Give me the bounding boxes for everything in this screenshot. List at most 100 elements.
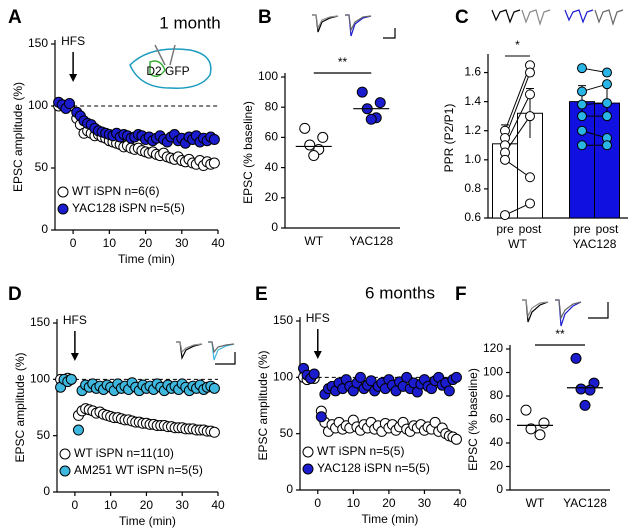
data-point xyxy=(208,157,220,169)
x-tick-label: WT xyxy=(304,234,323,248)
data-point xyxy=(538,417,550,429)
data-point xyxy=(208,382,220,394)
data-point xyxy=(304,139,316,151)
data-point xyxy=(577,63,587,74)
data-point xyxy=(500,154,510,165)
pair-line xyxy=(504,72,531,139)
y-tick-label: 100 xyxy=(30,372,50,386)
x-tick-label: pre xyxy=(573,222,591,236)
x-tick-label: 0 xyxy=(314,496,321,510)
data-point xyxy=(525,67,535,78)
y-tick-label: 1.6 xyxy=(464,65,481,79)
x-axis-label: Time (min) xyxy=(362,512,419,526)
y-tick-label: 60 xyxy=(490,412,504,426)
data-point xyxy=(525,198,535,209)
y-tick-label: 0 xyxy=(271,220,278,234)
arrow-head xyxy=(313,351,322,359)
y-tick-label: 80 xyxy=(265,99,279,113)
panel-letter: A xyxy=(8,7,22,28)
y-tick-label: 100 xyxy=(258,69,278,83)
data-point xyxy=(525,89,535,100)
data-point xyxy=(602,67,612,78)
panel-letter: D xyxy=(8,284,22,305)
panel-letter: C xyxy=(455,7,469,28)
legend-label: AM251 WT iSPN n=5(5) xyxy=(74,463,203,477)
x-axis-label: Time (min) xyxy=(119,514,176,528)
x-axis-label: Time (min) xyxy=(118,252,175,266)
data-point xyxy=(602,79,612,90)
x-tick-label: 40 xyxy=(211,498,225,512)
y-tick-label: 1.2 xyxy=(464,123,481,137)
y-tick-label: 0.6 xyxy=(464,210,481,224)
y-tick-label: 100 xyxy=(483,365,503,379)
x-tick-label: 30 xyxy=(176,498,190,512)
data-point xyxy=(308,368,320,380)
data-point xyxy=(579,399,591,411)
data-point xyxy=(525,172,535,183)
y-tick-label: 100 xyxy=(273,370,293,384)
y-tick-label: 100 xyxy=(28,98,48,112)
x-tick-label: 40 xyxy=(453,496,467,510)
data-point xyxy=(450,371,462,383)
data-point xyxy=(208,426,220,438)
data-point xyxy=(577,125,587,136)
group-label: WT xyxy=(508,237,527,251)
x-tick-label: YAC128 xyxy=(349,234,393,248)
data-point xyxy=(354,371,366,383)
y-tick-label: 40 xyxy=(265,160,279,174)
legend-label: YAC128 iSPN n=5(5) xyxy=(317,461,430,475)
legend-marker xyxy=(59,448,71,460)
data-point xyxy=(602,98,612,109)
pair-line xyxy=(504,65,531,131)
y-axis-label: EPSC (% baseline) xyxy=(241,101,255,204)
axes xyxy=(284,73,400,229)
x-tick-label: post xyxy=(519,222,542,236)
data-point xyxy=(443,385,455,397)
y-tick-label: 0 xyxy=(286,482,293,496)
data-point xyxy=(577,86,587,97)
legend-marker xyxy=(57,203,69,215)
x-tick-label: 10 xyxy=(104,498,118,512)
chart-title: 6 months xyxy=(365,283,435,302)
annotation: HFS xyxy=(61,34,85,48)
data-point xyxy=(365,375,377,387)
legend-label: WT iSPN n=6(6) xyxy=(72,184,159,198)
y-tick-label: 20 xyxy=(265,190,279,204)
y-tick-label: 50 xyxy=(35,160,49,174)
y-tick-label: 20 xyxy=(490,459,504,473)
y-tick-label: 150 xyxy=(28,36,48,50)
data-point xyxy=(500,210,510,221)
y-tick-label: 1.0 xyxy=(464,152,481,166)
data-point xyxy=(317,131,329,143)
group-label: YAC128 xyxy=(573,237,617,251)
arrow-head xyxy=(69,74,78,82)
y-tick-label: 80 xyxy=(490,388,504,402)
annotation: HFS xyxy=(306,311,330,325)
axes xyxy=(509,345,610,491)
annotation: HFS xyxy=(63,313,87,327)
data-point xyxy=(401,371,413,383)
data-point xyxy=(570,352,582,364)
legend-label: WT iSPN n=11(10) xyxy=(74,446,174,460)
data-point xyxy=(208,133,220,145)
y-tick-label: 40 xyxy=(490,435,504,449)
data-point xyxy=(65,373,77,385)
data-point xyxy=(577,99,587,110)
data-point xyxy=(584,384,596,396)
data-point xyxy=(577,140,587,151)
significance: ** xyxy=(555,327,565,341)
x-tick-label: YAC128 xyxy=(563,496,607,510)
x-tick-label: 30 xyxy=(175,236,189,250)
brain-schematic xyxy=(129,44,212,89)
data-point xyxy=(602,140,612,151)
x-tick-label: post xyxy=(596,222,619,236)
data-point xyxy=(575,383,587,395)
panel-letter: B xyxy=(258,7,272,28)
x-tick-label: pre xyxy=(496,222,514,236)
data-point xyxy=(315,411,327,423)
y-tick-label: 150 xyxy=(30,315,50,329)
y-tick-label: 120 xyxy=(483,341,503,355)
chart-title: 1 month xyxy=(159,13,220,32)
legend-marker xyxy=(59,465,71,477)
